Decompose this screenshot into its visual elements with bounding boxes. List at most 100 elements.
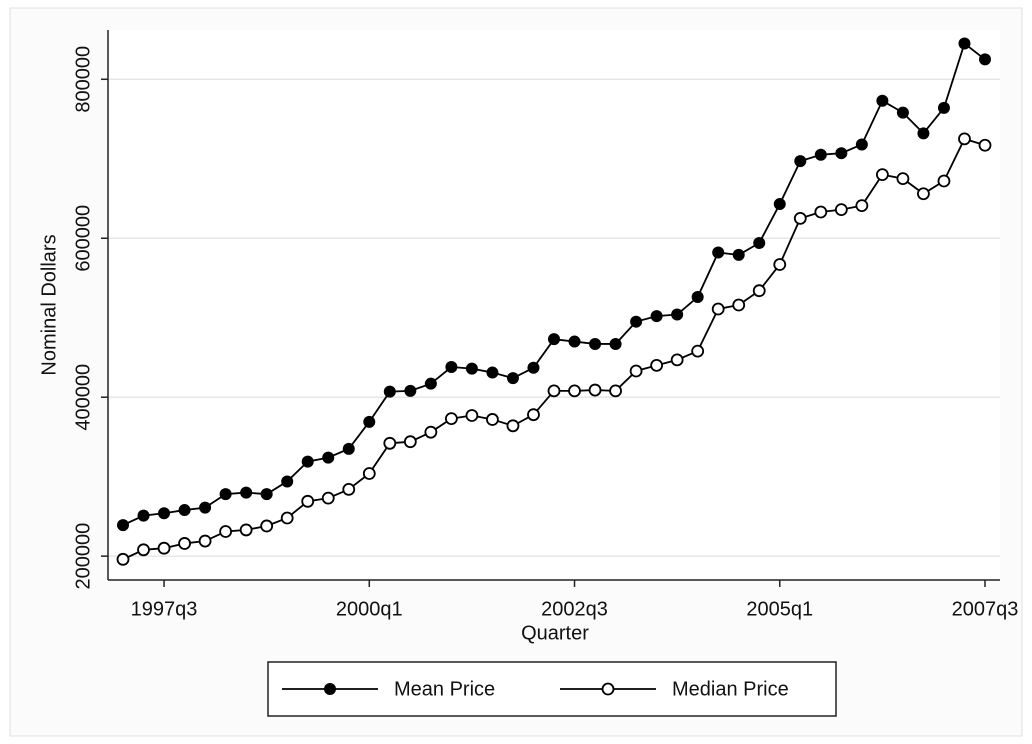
point xyxy=(465,409,479,422)
point xyxy=(383,436,397,450)
point xyxy=(137,543,150,557)
point xyxy=(178,537,191,550)
point xyxy=(732,248,745,261)
point xyxy=(875,168,889,182)
point xyxy=(670,353,684,367)
point xyxy=(896,172,910,186)
y-tick-label: 800000 xyxy=(72,46,94,113)
point xyxy=(835,147,848,160)
x-tick-label: 2007q3 xyxy=(952,598,1019,620)
point xyxy=(280,511,294,525)
plot-area xyxy=(108,30,1000,580)
point xyxy=(424,425,438,439)
point xyxy=(260,519,274,533)
point xyxy=(322,451,335,464)
point xyxy=(219,488,232,501)
point xyxy=(486,413,499,426)
x-tick-label: 1997q3 xyxy=(131,598,198,620)
point xyxy=(630,315,643,328)
point xyxy=(568,384,581,398)
point xyxy=(219,525,233,538)
point xyxy=(937,101,950,114)
point xyxy=(732,298,746,312)
y-tick-label: 600000 xyxy=(72,205,94,272)
y-axis-title: Nominal Dollars xyxy=(38,234,60,375)
point xyxy=(794,155,807,168)
point xyxy=(301,455,314,468)
legend-label: Median Price xyxy=(672,678,789,700)
x-tick-label: 2000q1 xyxy=(336,598,403,620)
point xyxy=(896,106,909,119)
point xyxy=(137,509,150,522)
point xyxy=(547,384,561,398)
point xyxy=(424,377,437,390)
x-tick-label: 2002q3 xyxy=(541,598,608,620)
point xyxy=(342,482,356,496)
point xyxy=(773,198,786,211)
point xyxy=(958,37,971,50)
point xyxy=(650,310,663,323)
point xyxy=(403,435,417,449)
point xyxy=(855,138,868,151)
point xyxy=(506,372,519,385)
point xyxy=(876,94,889,107)
point xyxy=(979,53,991,66)
point xyxy=(404,384,417,397)
point xyxy=(157,541,171,555)
point xyxy=(506,419,520,433)
point xyxy=(363,415,376,428)
point xyxy=(342,442,355,455)
point xyxy=(589,337,602,350)
point xyxy=(321,491,335,505)
point xyxy=(691,344,705,358)
x-tick-label: 2005q1 xyxy=(746,598,813,620)
legend-marker xyxy=(324,683,336,695)
point xyxy=(650,359,664,372)
point xyxy=(362,467,376,480)
point xyxy=(465,362,478,375)
point xyxy=(609,337,622,350)
point xyxy=(178,504,191,517)
point xyxy=(814,205,828,219)
point xyxy=(917,187,930,201)
point xyxy=(793,211,807,225)
legend-marker xyxy=(601,682,615,696)
point xyxy=(568,335,581,348)
point xyxy=(527,361,540,374)
point xyxy=(711,302,725,316)
point xyxy=(629,364,643,378)
point xyxy=(753,237,766,250)
point xyxy=(239,523,253,537)
point xyxy=(486,366,499,379)
point xyxy=(260,488,273,501)
point xyxy=(978,138,992,152)
y-tick-label: 200000 xyxy=(72,523,94,590)
point xyxy=(588,383,602,397)
point xyxy=(116,552,130,566)
point xyxy=(527,408,540,422)
point xyxy=(609,384,622,398)
legend-label: Mean Price xyxy=(394,678,495,700)
point xyxy=(691,291,704,304)
y-tick-label: 400000 xyxy=(72,364,94,431)
point xyxy=(199,501,212,514)
point xyxy=(712,246,725,259)
point xyxy=(444,412,458,426)
point xyxy=(301,494,315,508)
point xyxy=(855,199,869,213)
point xyxy=(917,127,930,140)
point xyxy=(937,174,951,188)
point xyxy=(445,360,458,373)
point xyxy=(158,507,171,520)
point xyxy=(752,284,766,298)
point xyxy=(958,132,971,146)
point xyxy=(198,534,212,548)
point xyxy=(383,385,396,398)
point xyxy=(671,308,684,321)
point xyxy=(117,519,129,532)
point xyxy=(834,203,848,217)
point xyxy=(814,148,827,161)
point xyxy=(240,486,253,499)
point xyxy=(548,333,560,346)
